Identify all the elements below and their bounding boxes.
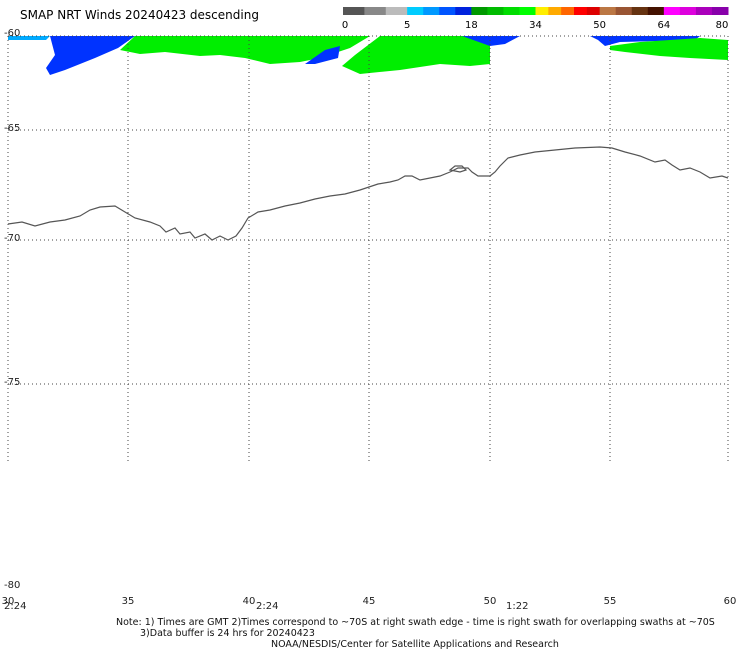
lat-label-70: -70 xyxy=(4,233,21,244)
map-title: SMAP NRT Winds 20240423 descending xyxy=(20,8,259,22)
swath-green-east xyxy=(610,38,728,60)
colorbar-tick-label: 34 xyxy=(529,20,542,31)
colorbar-swatch xyxy=(455,7,472,15)
swath-green-central xyxy=(342,36,490,74)
colorbar-swatch xyxy=(423,7,440,15)
lon-label-35: 35 xyxy=(121,596,135,607)
colorbar-swatch xyxy=(548,7,562,15)
colorbar-swatch xyxy=(471,7,488,15)
lon-label-55: 55 xyxy=(603,596,617,607)
lon-label-50: 50 xyxy=(483,596,497,607)
swath-time-1: 2:24 xyxy=(4,601,27,612)
colorbar-swatch xyxy=(631,7,649,15)
colorbar-tick-label: 80 xyxy=(715,20,729,31)
colorbar-swatch xyxy=(439,7,456,15)
lat-label-80: -80 xyxy=(4,580,21,591)
swath-time-3: 1:22 xyxy=(506,601,529,612)
colorbar-swatch xyxy=(519,7,536,15)
graticule xyxy=(7,35,729,464)
swath-green-west xyxy=(120,36,370,64)
lat-label-60: -60 xyxy=(4,28,21,39)
colorbar-tick-label: 0 xyxy=(341,20,349,31)
colorbar-tick-label: 64 xyxy=(657,20,671,31)
note-line-2: 3)Data buffer is 24 hrs for 20240423 xyxy=(140,628,315,639)
colorbar-swatch xyxy=(535,7,549,15)
wind-swath-central xyxy=(342,36,520,74)
colorbar-swatch xyxy=(615,7,633,15)
colorbar-swatch xyxy=(599,7,617,15)
swath-time-2: 2:24 xyxy=(256,601,279,612)
lat-label-65: -65 xyxy=(4,123,21,134)
swath-blue-patch xyxy=(305,46,340,64)
colorbar-tick-label: 50 xyxy=(593,20,607,31)
colorbar-swatch xyxy=(663,7,681,15)
colorbar-swatch xyxy=(561,7,575,15)
note-line-3: NOAA/NESDIS/Center for Satellite Applica… xyxy=(271,639,559,650)
colorbar-swatch xyxy=(385,7,408,15)
colorbar-swatch xyxy=(364,7,387,15)
swath-lightblue-edge xyxy=(8,36,50,40)
lon-label-40: 40 xyxy=(242,596,256,607)
colorbar-swatch xyxy=(503,7,520,15)
wind-swath-east xyxy=(590,36,728,60)
lon-label-45: 45 xyxy=(362,596,376,607)
lat-label-75: -75 xyxy=(4,377,21,388)
antarctic-coastline xyxy=(7,146,729,241)
swath-blue-east xyxy=(590,36,700,46)
note-line-1: Note: 1) Times are GMT 2)Times correspon… xyxy=(116,617,715,628)
lon-label-30: 30 xyxy=(1,596,15,607)
colorbar-swatch xyxy=(407,7,424,15)
swath-blue-west xyxy=(46,36,135,75)
colorbar-swatch xyxy=(695,7,713,15)
colorbar-swatch xyxy=(647,7,665,15)
colorbar-tick-label: 5 xyxy=(403,20,411,31)
coastline-island xyxy=(448,165,468,173)
colorbar-tick-label: 18 xyxy=(464,20,478,31)
lon-label-60: 60 xyxy=(723,596,737,607)
colorbar-swatch xyxy=(574,7,588,15)
swath-blue-central xyxy=(462,36,520,46)
colorbar-swatch xyxy=(586,7,601,15)
wind-swath-west xyxy=(8,36,370,75)
colorbar-swatch xyxy=(343,7,365,15)
colorbar-swatch xyxy=(679,7,697,15)
colorbar-swatch xyxy=(487,7,504,15)
colorbar-swatch xyxy=(711,7,729,15)
